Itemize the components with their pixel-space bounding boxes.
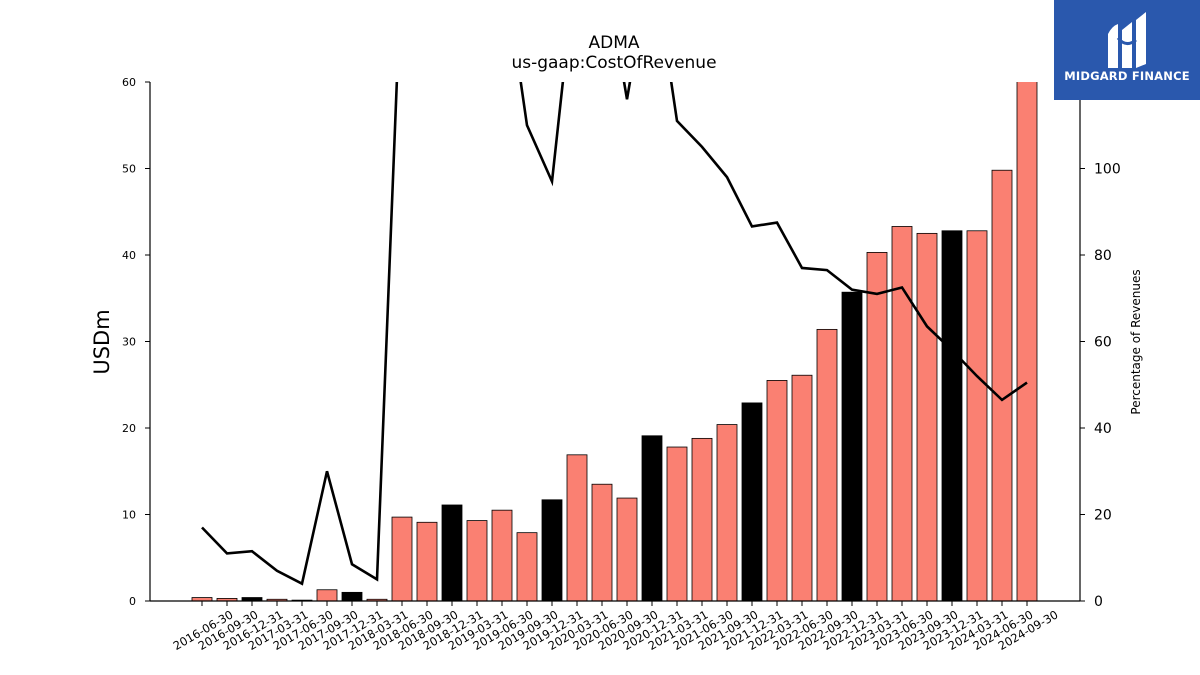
bar-2022-09-30 bbox=[816, 328, 838, 601]
bar-2023-03-31 bbox=[866, 252, 888, 601]
y-tick-label: 40 bbox=[122, 249, 136, 262]
bar-2020-12-31 bbox=[641, 435, 663, 601]
y2-axis-label: Percentage of Revenues bbox=[1129, 269, 1143, 414]
y2-tick-label: 60 bbox=[1094, 335, 1112, 351]
y-axis-label: USDm bbox=[90, 309, 114, 374]
bar-2024-09-30 bbox=[1016, 82, 1038, 601]
y-tick-label: 30 bbox=[122, 336, 136, 349]
y-tick-label: 0 bbox=[129, 595, 136, 608]
chart-subtitle: us-gaap:CostOfRevenue bbox=[511, 53, 716, 73]
bar-2023-06-30 bbox=[891, 226, 913, 601]
bar-2018-06-30 bbox=[391, 516, 413, 601]
bar-2022-06-30 bbox=[791, 374, 813, 601]
ticks-group: 01020304050600204060801002016-06-302016-… bbox=[122, 76, 1121, 653]
y2-tick-label: 80 bbox=[1094, 248, 1112, 264]
bar-2017-09-30 bbox=[316, 589, 338, 601]
bar-2021-03-31 bbox=[666, 446, 688, 601]
percentage-line bbox=[201, 82, 1028, 586]
y2-tick-label: 20 bbox=[1094, 508, 1112, 524]
y-tick-label: 50 bbox=[122, 163, 136, 176]
bar-2016-09-30 bbox=[216, 598, 238, 601]
bar-2019-09-30 bbox=[516, 532, 538, 601]
line-layer bbox=[201, 82, 1028, 586]
bar-2017-03-31 bbox=[266, 598, 288, 601]
logo-badge: MIDGARD FINANCE bbox=[1054, 0, 1200, 100]
axes-group bbox=[149, 82, 1081, 602]
midgard-logo-icon bbox=[1108, 12, 1146, 68]
y2-tick-label: 100 bbox=[1094, 162, 1121, 178]
bar-2021-12-31 bbox=[741, 402, 763, 601]
bar-2021-06-30 bbox=[691, 437, 713, 601]
y-tick-label: 10 bbox=[122, 509, 136, 522]
bar-2022-12-31 bbox=[841, 291, 863, 601]
bars-group bbox=[191, 82, 1038, 601]
logo-text: MIDGARD FINANCE bbox=[1064, 69, 1190, 83]
bar-2024-06-30 bbox=[991, 169, 1013, 601]
chart-title: ADMA bbox=[588, 33, 639, 53]
bar-2023-12-31 bbox=[941, 230, 963, 601]
y2-tick-label: 0 bbox=[1094, 594, 1103, 610]
bar-2022-03-31 bbox=[766, 380, 788, 601]
bar-2020-06-30 bbox=[591, 483, 613, 601]
bar-2020-09-30 bbox=[616, 497, 638, 601]
bar-2018-09-30 bbox=[416, 521, 438, 601]
y2-tick-label: 40 bbox=[1094, 421, 1112, 437]
y-tick-label: 60 bbox=[122, 76, 136, 89]
bar-2019-03-31 bbox=[466, 520, 488, 601]
bar-2017-12-31 bbox=[341, 591, 363, 601]
bar-2019-06-30 bbox=[491, 509, 513, 601]
bar-2018-12-31 bbox=[441, 504, 463, 601]
bar-2019-12-31 bbox=[541, 499, 563, 601]
bar-2018-03-31 bbox=[366, 598, 388, 601]
y-tick-label: 20 bbox=[122, 422, 136, 435]
bar-2021-09-30 bbox=[716, 424, 738, 601]
bar-2020-03-31 bbox=[566, 454, 588, 601]
bar-2023-09-30 bbox=[916, 232, 938, 601]
bar-2024-03-31 bbox=[966, 230, 988, 601]
